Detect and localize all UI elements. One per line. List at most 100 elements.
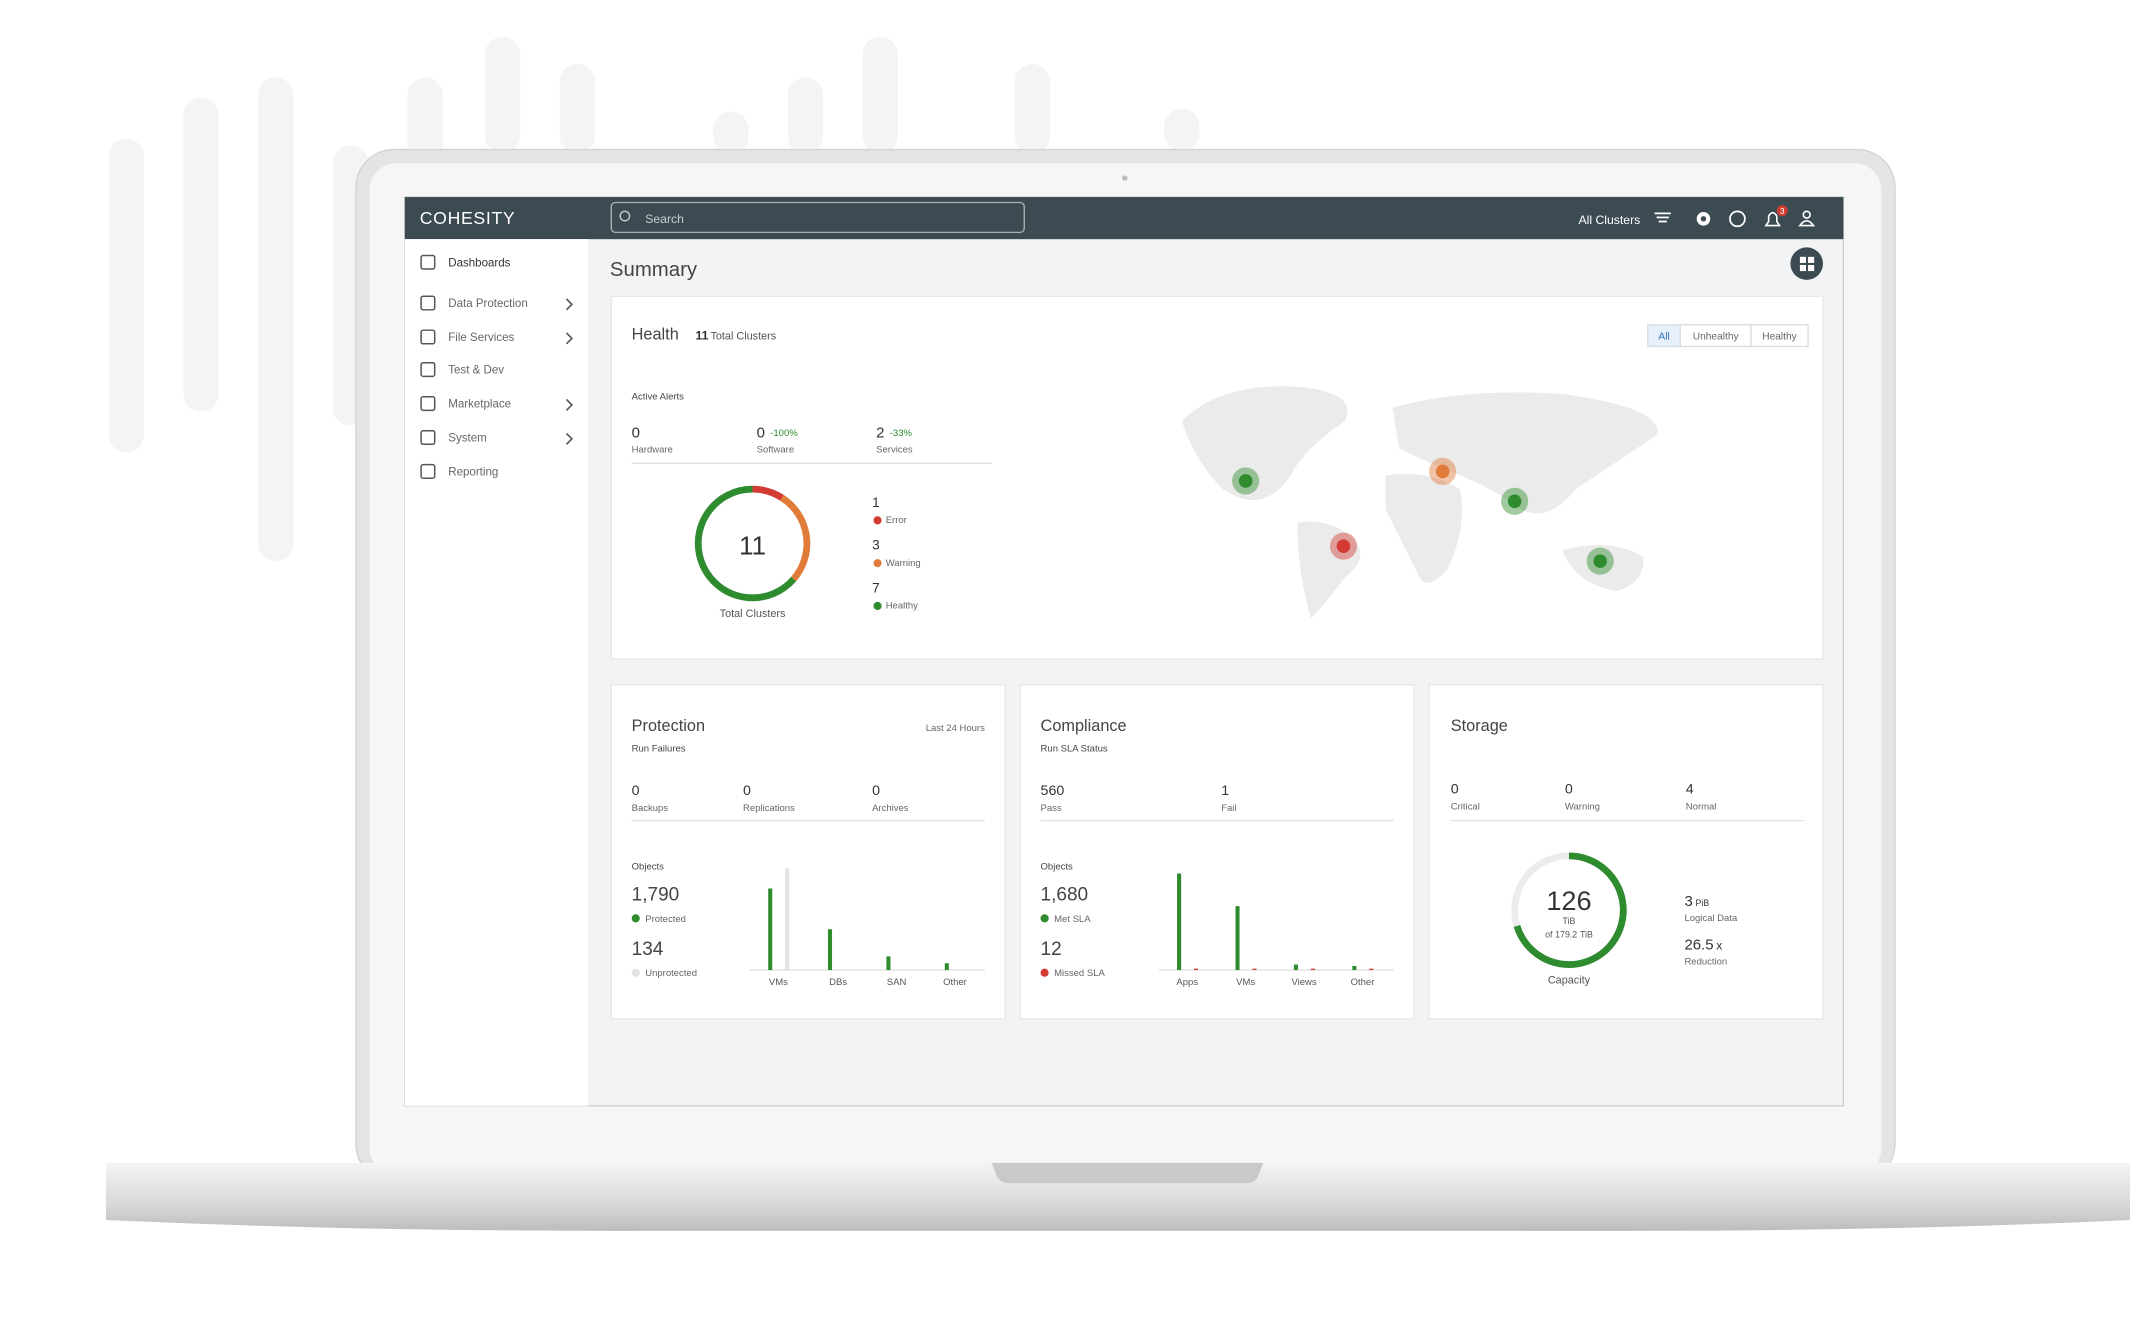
cluster-marker <box>1435 464 1450 479</box>
metric-label: Warning <box>1565 802 1600 813</box>
capacity-total-part: TiB <box>1580 929 1593 939</box>
cluster-donut-segment <box>752 485 784 501</box>
storage-card <box>1428 684 1824 1020</box>
bar <box>886 956 891 971</box>
layout-icon <box>1808 256 1815 263</box>
bar <box>944 963 949 971</box>
bar <box>1310 968 1315 971</box>
metric-label: Replications <box>743 803 795 814</box>
metric-label: Pass <box>1041 803 1062 814</box>
settings-hole <box>1700 216 1707 222</box>
alert-change: -100% <box>770 428 798 439</box>
bar <box>1352 965 1357 971</box>
layout-icon <box>1808 264 1815 272</box>
nav-item[interactable]: Test & Dev <box>448 365 504 377</box>
storage-stat-label: Logical Data <box>1684 913 1738 924</box>
metric-label: Backups <box>632 803 669 814</box>
metric-value: 0 <box>1565 781 1573 797</box>
nav-item[interactable]: Data Protection <box>448 298 527 310</box>
metric-value: 4 <box>1686 781 1694 797</box>
nav-icon <box>420 329 436 345</box>
card-title: Compliance <box>1041 717 1127 735</box>
nav-item[interactable]: System <box>448 433 486 445</box>
status-value: 7 <box>872 580 880 595</box>
capacity-value: 126 <box>1546 885 1591 916</box>
section-label: Active Alerts <box>632 391 685 402</box>
bar <box>768 888 773 971</box>
x-tick-label: VMs <box>1236 977 1255 988</box>
search-box[interactable] <box>610 201 1025 234</box>
status-dot <box>873 601 882 611</box>
user-head[interactable] <box>1802 210 1811 219</box>
content: COHESITY Search All Clusters 3 Dashboards Dat… <box>420 201 1824 1020</box>
metric-label: Archives <box>872 803 909 814</box>
legend-dot <box>631 914 640 923</box>
nav-item[interactable]: Reporting <box>448 467 498 479</box>
world-map <box>1181 386 1658 619</box>
metric-value: 0 <box>632 783 640 799</box>
metric-value: 560 <box>1041 783 1065 799</box>
help-icon[interactable] <box>1729 210 1746 228</box>
card-title: Health <box>632 326 679 344</box>
storage-stat: 26.5 x <box>1684 937 1722 954</box>
section-label: Objects <box>632 861 664 872</box>
x-tick-label: Other <box>943 977 967 988</box>
bar <box>1369 968 1374 971</box>
logo: COHESITY <box>420 208 516 228</box>
notification-count: 3 <box>1780 207 1785 216</box>
object-count: 134 <box>632 939 664 960</box>
card-period: Last 24 Hours <box>926 723 985 734</box>
capacity-total: of 179.2 TiB <box>1545 929 1593 939</box>
card-title: Storage <box>1451 717 1508 735</box>
legend-label: Missed SLA <box>1054 968 1105 979</box>
layout-button[interactable] <box>1790 247 1823 280</box>
metric-value: 0 <box>872 783 880 799</box>
page-title: Summary <box>610 259 698 281</box>
status-label: Healthy <box>886 601 918 612</box>
nav-icon <box>420 362 436 378</box>
layout-icon <box>1799 264 1807 272</box>
card-subtitle: Run SLA Status <box>1041 743 1108 754</box>
search-icon <box>619 210 631 222</box>
object-count: 12 <box>1041 939 1062 960</box>
metric-value: 0 <box>1451 781 1459 797</box>
cluster-donut-segment <box>694 485 797 602</box>
cluster-marker <box>1238 474 1253 488</box>
user-body <box>1798 220 1816 227</box>
donut-caption: Total Clusters <box>720 608 786 620</box>
status-value: 1 <box>872 495 880 510</box>
nav-icon <box>420 463 436 480</box>
background-decoration <box>108 36 1200 562</box>
nav-icon <box>420 396 436 412</box>
metric-label: Normal <box>1686 802 1717 813</box>
legend-dot <box>631 968 640 977</box>
status-dot <box>873 516 882 525</box>
nav-icon <box>420 295 436 311</box>
continent <box>1181 386 1348 500</box>
cluster-marker <box>1336 539 1351 553</box>
nav-item[interactable]: Dashboards <box>448 257 510 269</box>
legend-label: Met SLA <box>1054 914 1091 925</box>
status-label: Warning <box>886 558 921 569</box>
storage-stat-value: 3 <box>1684 893 1692 910</box>
nav-item[interactable]: Marketplace <box>448 399 511 411</box>
metric-label: Critical <box>1451 802 1480 813</box>
nav-icon <box>420 429 436 446</box>
nav-chevron <box>565 332 574 345</box>
donut-center-value: 11 <box>739 532 766 560</box>
cluster-filter[interactable]: All Clusters <box>1578 213 1640 227</box>
nav-chevron <box>565 298 574 311</box>
filter-button[interactable] <box>1750 324 1809 348</box>
bar <box>1252 968 1257 971</box>
bar <box>827 929 833 971</box>
alert-value: 0 <box>757 425 765 442</box>
x-tick-label: DBs <box>829 977 847 988</box>
storage-stat-value: 26.5 <box>1684 937 1713 954</box>
protection-card <box>610 684 1006 1020</box>
nav-item[interactable]: File Services <box>448 332 514 344</box>
total-clusters-count: 11 <box>696 329 709 343</box>
object-count: 1,680 <box>1041 885 1089 906</box>
notification-badge <box>1776 205 1788 217</box>
bell-icon[interactable] <box>1764 211 1782 227</box>
